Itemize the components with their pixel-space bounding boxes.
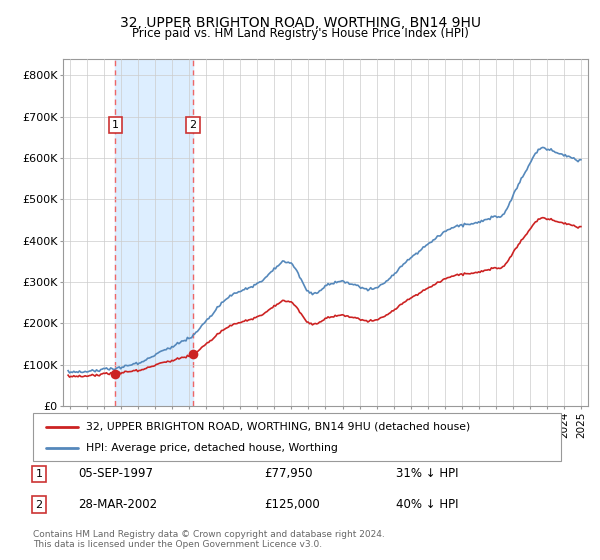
Text: HPI: Average price, detached house, Worthing: HPI: Average price, detached house, Wort…: [86, 443, 338, 453]
Bar: [115, 59, 193, 406]
Text: 32, UPPER BRIGHTON ROAD, WORTHING, BN14 9HU: 32, UPPER BRIGHTON ROAD, WORTHING, BN14 …: [119, 16, 481, 30]
Text: £125,000: £125,000: [264, 498, 320, 511]
Text: £77,950: £77,950: [264, 467, 313, 480]
Text: 05-SEP-1997: 05-SEP-1997: [78, 467, 153, 480]
Text: 40% ↓ HPI: 40% ↓ HPI: [396, 498, 458, 511]
Text: 32, UPPER BRIGHTON ROAD, WORTHING, BN14 9HU (detached house): 32, UPPER BRIGHTON ROAD, WORTHING, BN14 …: [86, 422, 470, 432]
Text: 2: 2: [35, 500, 43, 510]
Text: Price paid vs. HM Land Registry's House Price Index (HPI): Price paid vs. HM Land Registry's House …: [131, 27, 469, 40]
Text: 1: 1: [35, 469, 43, 479]
Text: 31% ↓ HPI: 31% ↓ HPI: [396, 467, 458, 480]
Text: 2: 2: [190, 120, 197, 130]
Text: Contains HM Land Registry data © Crown copyright and database right 2024.
This d: Contains HM Land Registry data © Crown c…: [33, 530, 385, 549]
FancyBboxPatch shape: [33, 413, 561, 461]
Text: 28-MAR-2002: 28-MAR-2002: [78, 498, 157, 511]
Text: 1: 1: [112, 120, 119, 130]
